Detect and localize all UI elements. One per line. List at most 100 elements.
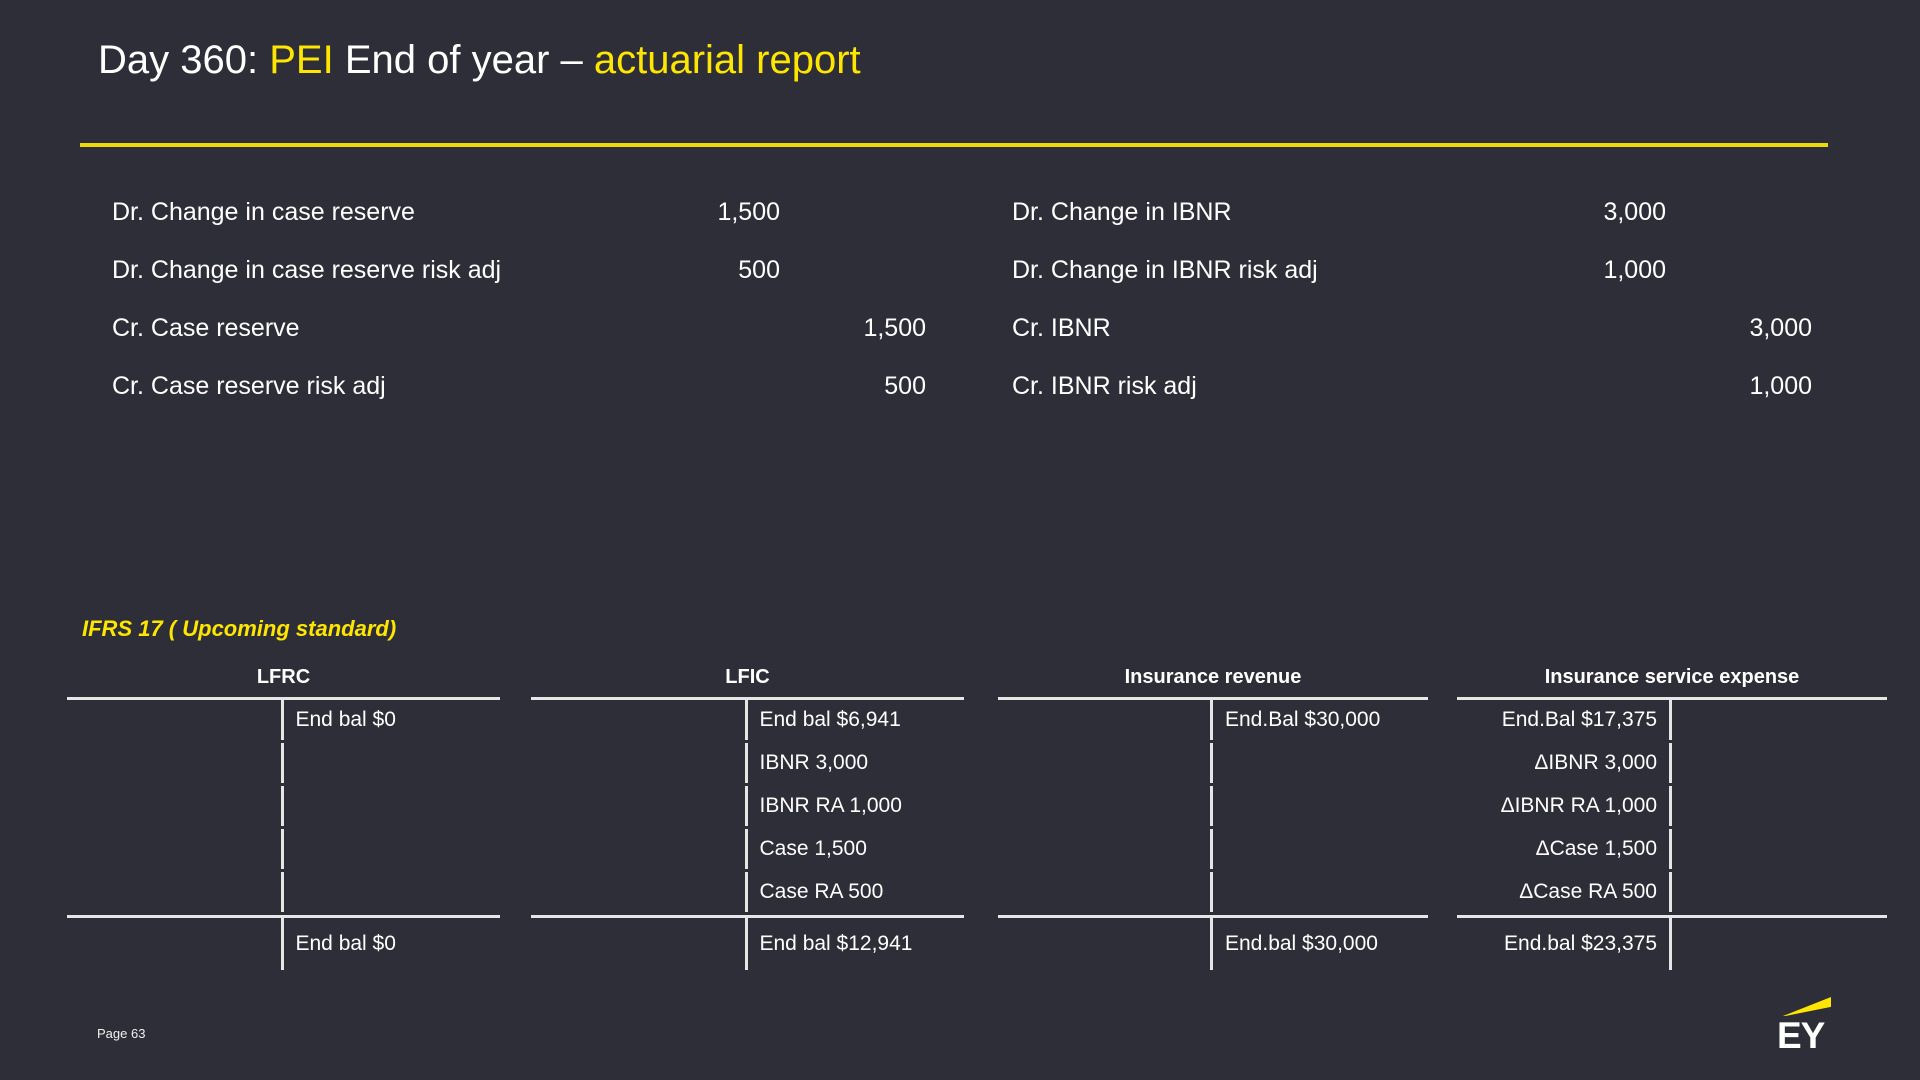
- taccount-insurance-service-expense: Insurance service expense End.Bal $17,37…: [1457, 659, 1887, 970]
- taccount-debit-cell: [67, 700, 284, 740]
- taccount-body: End bal $6,941 IBNR 3,000 IBNR RA 1,000 …: [531, 697, 964, 970]
- taccount-debit-cell: End.Bal $17,375: [1457, 700, 1672, 740]
- taccount-credit-cell: [284, 829, 501, 869]
- journal-line: Cr. Case reserve risk adj 500: [112, 357, 926, 415]
- taccount-total-debit: End.bal $23,375: [1457, 918, 1672, 970]
- title-middle: End of year –: [333, 38, 594, 82]
- taccount-insurance-revenue: Insurance revenue End.Bal $30,000: [998, 659, 1428, 970]
- title-highlight-report: actuarial report: [593, 38, 861, 82]
- taccount-debit-cell: ΔIBNR RA 1,000: [1457, 786, 1672, 826]
- taccount-row: End.Bal $30,000: [998, 700, 1428, 740]
- taccount-debit-cell: [998, 786, 1213, 826]
- taccount-credit-cell: [284, 743, 501, 783]
- taccount-debit-cell: [67, 872, 284, 912]
- journal-block-ibnr: Dr. Change in IBNR 3,000 Dr. Change in I…: [1012, 183, 1812, 415]
- taccount-row: ΔIBNR RA 1,000: [1457, 786, 1887, 826]
- taccount-total-credit: End bal $12,941: [759, 932, 913, 955]
- journal-line: Cr. IBNR risk adj 1,000: [1012, 357, 1812, 415]
- taccount-title: LFRC: [256, 666, 311, 688]
- taccount-row: End bal $6,941: [531, 700, 964, 740]
- journal-line-debit: 3,000: [1603, 197, 1666, 226]
- taccount-row: [67, 743, 500, 783]
- taccount-debit-cell: [531, 700, 748, 740]
- journal-line-credit: 1,500: [863, 313, 926, 342]
- taccount-row: End.Bal $17,375: [1457, 700, 1887, 740]
- taccount-debit-cell: ΔCase 1,500: [1457, 829, 1672, 869]
- taccount-body: End.Bal $30,000 End.bal $30,000: [998, 697, 1428, 970]
- taccount-debit-cell: [998, 743, 1213, 783]
- journal-line-label: Dr. Change in case reserve: [112, 197, 415, 226]
- taccount-debit-cell: ΔCase RA 500: [1457, 872, 1672, 912]
- journal-line: Dr. Change in IBNR risk adj 1,000: [1012, 241, 1812, 299]
- taccount-total-credit: End bal $0: [295, 932, 396, 955]
- journal-line-label: Cr. Case reserve: [112, 313, 300, 342]
- title-prefix: Day 360:: [98, 38, 270, 82]
- taccount-row: ΔIBNR 3,000: [1457, 743, 1887, 783]
- taccount-credit-cell: [1672, 700, 1887, 740]
- journal-line-label: Cr. Case reserve risk adj: [112, 371, 386, 400]
- taccount-credit-cell: [1213, 872, 1428, 912]
- taccount-debit-cell: [531, 786, 748, 826]
- taccount-credit-cell: IBNR 3,000: [759, 751, 869, 774]
- journal-line-debit: 1,000: [1603, 255, 1666, 284]
- taccount-debit-cell: ΔIBNR 3,000: [1457, 743, 1672, 783]
- taccount-credit-cell: End bal $0: [295, 708, 396, 731]
- ey-beam-icon: [1783, 997, 1831, 1016]
- taccount-credit-cell: [1213, 743, 1428, 783]
- title-highlight-pei: PEI: [269, 38, 334, 82]
- taccount-row: Case 1,500: [531, 829, 964, 869]
- journal-line-label: Cr. IBNR: [1012, 313, 1111, 342]
- taccount-total-row: End.bal $30,000: [998, 915, 1428, 970]
- page-number: Page 63: [97, 1026, 146, 1041]
- taccount-credit-cell: IBNR RA 1,000: [759, 794, 902, 817]
- taccount-row: [998, 743, 1428, 783]
- taccount-debit-cell: [531, 829, 748, 869]
- taccount-debit-cell: [998, 872, 1213, 912]
- taccount-debit-cell: [67, 786, 284, 826]
- journal-line-label: Dr. Change in IBNR risk adj: [1012, 255, 1318, 284]
- page-title: Day 360: PEI End of year – actuarial rep…: [98, 38, 861, 83]
- taccount-row: IBNR RA 1,000: [531, 786, 964, 826]
- taccount-credit-cell: [284, 786, 501, 826]
- taccount-credit-cell: Case RA 500: [759, 880, 884, 903]
- taccount-credit-cell: [1672, 743, 1887, 783]
- taccount-credit-cell: End bal $6,941: [759, 708, 901, 731]
- taccount-row: End bal $0: [67, 700, 500, 740]
- taccount-total-debit: [998, 918, 1213, 970]
- taccount-lfrc: LFRC End bal $0: [67, 659, 500, 970]
- taccount-credit-cell: [1213, 786, 1428, 826]
- taccount-debit-cell: [67, 829, 284, 869]
- taccount-row: Case RA 500: [531, 872, 964, 912]
- journal-block-case-reserve: Dr. Change in case reserve 1,500 Dr. Cha…: [112, 183, 926, 415]
- taccount-debit-cell: [67, 743, 284, 783]
- ey-logo: EY: [1777, 997, 1837, 1056]
- journal-line-credit: 3,000: [1749, 313, 1812, 342]
- taccount-credit-cell: End.Bal $30,000: [1225, 708, 1381, 731]
- ey-logo-text: EY: [1777, 1015, 1825, 1056]
- taccount-row: [67, 872, 500, 912]
- taccount-total-row: End.bal $23,375: [1457, 915, 1887, 970]
- journal-line-debit: 500: [738, 255, 780, 284]
- journal-line-debit: 1,500: [717, 197, 780, 226]
- journal-line: Cr. IBNR 3,000: [1012, 299, 1812, 357]
- taccount-row: ΔCase RA 500: [1457, 872, 1887, 912]
- journal-line: Dr. Change in case reserve 1,500: [112, 183, 926, 241]
- journal-line: Cr. Case reserve 1,500: [112, 299, 926, 357]
- taccount-row: [998, 786, 1428, 826]
- journal-line-credit: 500: [884, 371, 926, 400]
- taccount-row: ΔCase 1,500: [1457, 829, 1887, 869]
- journal-line: Dr. Change in IBNR 3,000: [1012, 183, 1812, 241]
- taccount-title: LFIC: [725, 666, 770, 688]
- taccount-debit-cell: [531, 743, 748, 783]
- taccount-debit-cell: [531, 872, 748, 912]
- taccount-body: End.Bal $17,375 ΔIBNR 3,000 ΔIBNR RA 1,0…: [1457, 697, 1887, 970]
- journal-line-label: Dr. Change in case reserve risk adj: [112, 255, 502, 284]
- taccount-credit-cell: [1672, 786, 1887, 826]
- taccount-row: [67, 786, 500, 826]
- title-divider-rule: [80, 143, 1828, 147]
- taccount-row: IBNR 3,000: [531, 743, 964, 783]
- journal-line-label: Cr. IBNR risk adj: [1012, 371, 1197, 400]
- taccount-row: [998, 872, 1428, 912]
- journal-line-label: Dr. Change in IBNR: [1012, 197, 1232, 226]
